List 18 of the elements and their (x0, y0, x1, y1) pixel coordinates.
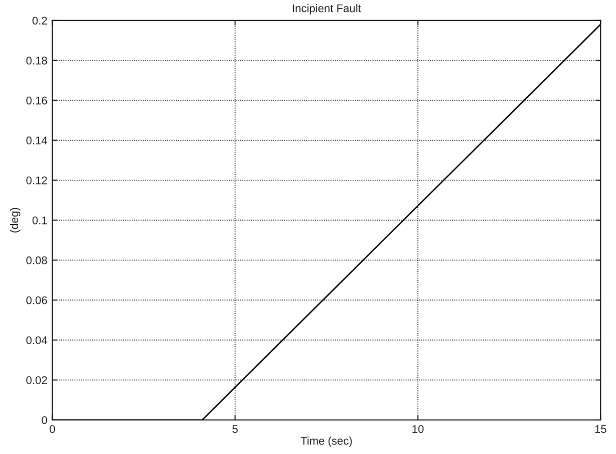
y-tick-label: 0.06 (26, 296, 48, 304)
y-tick-label: 0.18 (26, 56, 48, 65)
y-axis-title: (deg) (10, 208, 20, 232)
x-tick-label: 15 (595, 425, 606, 433)
y-tick-label: 0.08 (26, 256, 48, 264)
x-tick-label: 0 (50, 425, 56, 433)
y-tick-label: 0.12 (26, 176, 47, 184)
y-tick-label: 0.02 (26, 376, 47, 384)
chart-title: Incipient Fault (292, 4, 361, 14)
y-tick-label: 0.04 (26, 336, 48, 344)
x-axis-title: Time (sec) (300, 436, 352, 447)
y-tick-label: 0 (42, 416, 48, 424)
y-tick-label: 0.1 (32, 216, 47, 224)
x-tick-label: 10 (412, 425, 424, 433)
y-tick-label: 0.16 (26, 96, 48, 104)
y-tick-label: 0.2 (32, 16, 47, 25)
y-tick-label: 0.14 (26, 136, 48, 144)
x-tick-label: 5 (232, 425, 238, 433)
